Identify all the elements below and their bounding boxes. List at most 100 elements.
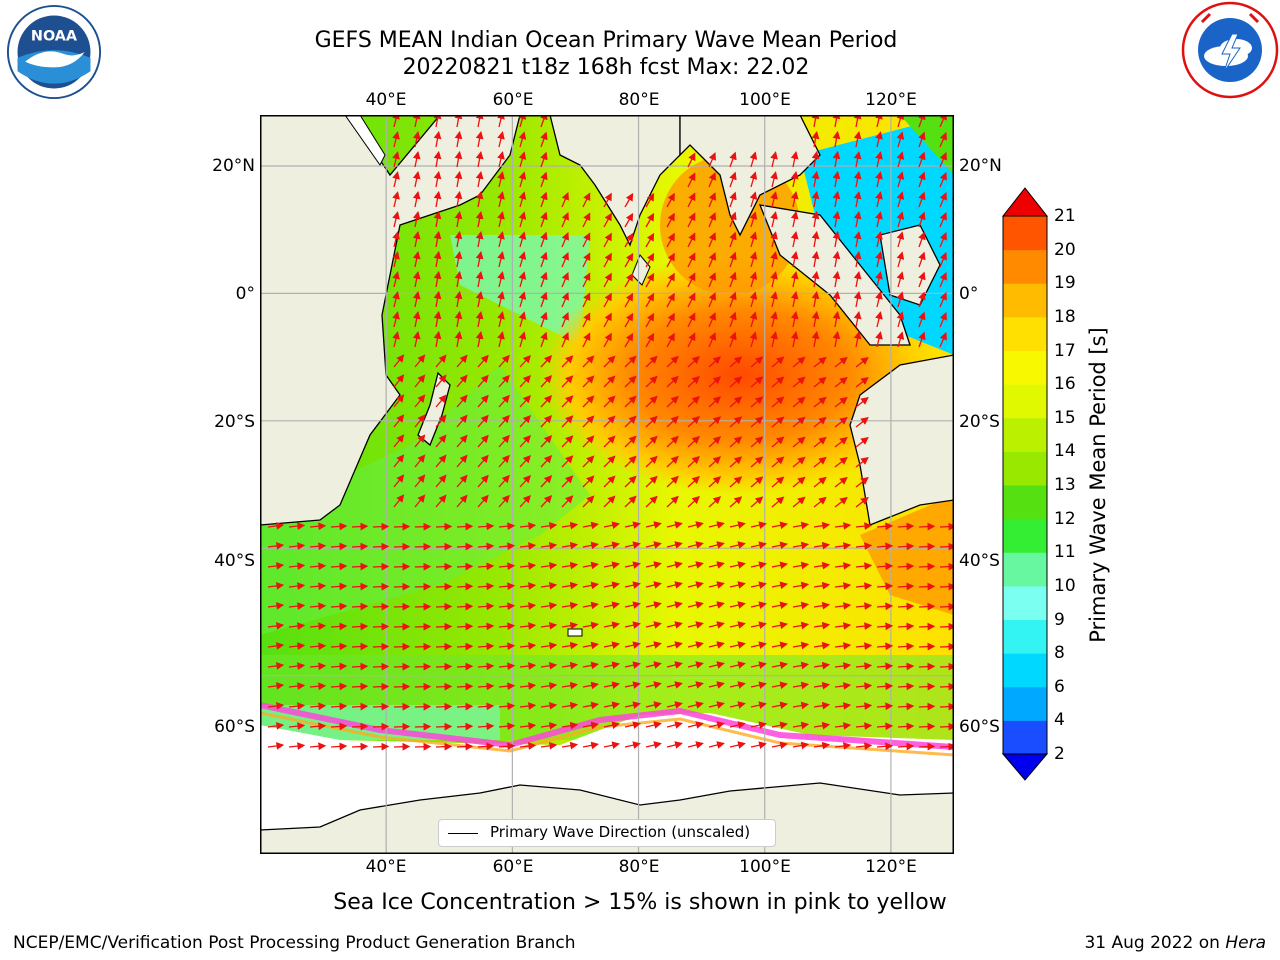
wave-direction-arrow bbox=[435, 434, 447, 448]
wave-direction-arrow bbox=[540, 415, 553, 428]
wave-direction-arrow bbox=[855, 437, 869, 448]
wave-direction-arrow bbox=[393, 702, 411, 711]
wave-direction-arrow bbox=[454, 270, 463, 288]
wave-direction-arrow bbox=[351, 642, 369, 651]
wave-direction-arrow bbox=[561, 415, 574, 428]
wave-direction-arrow bbox=[456, 582, 474, 591]
wave-direction-arrow bbox=[309, 542, 327, 551]
colorbar-tick-label: 4 bbox=[1054, 710, 1065, 731]
wave-direction-arrow bbox=[582, 252, 591, 268]
wave-direction-arrow bbox=[645, 581, 662, 589]
wave-direction-arrow bbox=[456, 434, 468, 448]
lon-label-bottom: 100°E bbox=[739, 857, 791, 877]
wave-direction-arrow bbox=[750, 581, 767, 590]
wave-direction-arrow bbox=[855, 477, 869, 488]
wave-direction-arrow bbox=[519, 454, 531, 468]
wave-direction-arrow bbox=[288, 742, 306, 750]
wave-direction-arrow bbox=[582, 541, 599, 550]
wave-direction-arrow bbox=[414, 434, 426, 448]
wave-direction-arrow bbox=[414, 722, 432, 731]
wave-direction-arrow bbox=[456, 642, 474, 651]
colorbar-tick-label: 15 bbox=[1054, 407, 1076, 428]
wave-direction-arrow bbox=[729, 601, 746, 609]
wave-direction-arrow bbox=[811, 270, 820, 288]
wave-direction-arrow bbox=[497, 151, 505, 168]
wave-direction-arrow bbox=[288, 662, 306, 670]
wave-direction-arrow bbox=[267, 722, 285, 730]
wave-direction-arrow bbox=[645, 741, 662, 749]
wave-direction-arrow bbox=[351, 742, 369, 751]
wave-direction-arrow bbox=[540, 455, 553, 468]
wave-direction-arrow bbox=[645, 541, 662, 549]
wave-direction-arrow bbox=[708, 396, 722, 408]
wave-direction-arrow bbox=[771, 721, 788, 730]
colorbar-segment bbox=[1003, 619, 1047, 654]
wave-direction-arrow bbox=[435, 682, 453, 691]
wave-direction-arrow bbox=[645, 312, 655, 328]
wave-direction-arrow bbox=[603, 455, 616, 468]
wave-direction-arrow bbox=[645, 435, 658, 448]
wave-direction-arrow bbox=[645, 661, 662, 669]
wave-direction-arrow bbox=[288, 682, 306, 690]
wave-direction-arrow bbox=[330, 722, 348, 731]
wave-direction-arrow bbox=[939, 602, 954, 611]
graticule bbox=[260, 115, 954, 854]
wave-direction-arrow bbox=[582, 435, 595, 448]
wave-direction-arrow bbox=[603, 741, 620, 750]
wave-direction-arrow bbox=[561, 495, 574, 508]
colorbar-segment bbox=[1003, 249, 1047, 284]
wave-direction-arrow bbox=[561, 521, 579, 530]
wave-direction-arrow bbox=[433, 290, 442, 308]
wave-direction-arrow bbox=[729, 211, 737, 228]
wave-direction-arrow bbox=[792, 376, 806, 388]
wave-direction-arrow bbox=[412, 211, 421, 228]
wave-direction-arrow bbox=[834, 456, 848, 468]
wave-direction-arrow bbox=[687, 601, 704, 609]
wave-direction-arrow bbox=[939, 312, 947, 328]
wave-direction-arrow bbox=[624, 741, 641, 749]
wave-direction-arrow bbox=[477, 702, 495, 711]
colorbar-segment bbox=[1003, 585, 1047, 620]
wave-direction-arrow bbox=[582, 741, 599, 750]
wave-direction-arrow bbox=[393, 394, 405, 408]
wave-direction-arrow bbox=[666, 495, 679, 508]
wave-direction-arrow bbox=[454, 250, 463, 268]
wave-direction-arrow bbox=[749, 291, 758, 308]
wave-direction-arrow bbox=[853, 115, 862, 128]
wave-direction-arrow bbox=[519, 414, 531, 428]
colorbar-segment bbox=[1003, 216, 1047, 251]
wave-direction-arrow bbox=[666, 641, 683, 649]
wave-direction-arrow bbox=[918, 602, 936, 611]
wave-direction-arrow bbox=[687, 521, 704, 529]
wave-direction-arrow bbox=[392, 331, 400, 348]
wave-direction-arrow bbox=[519, 494, 531, 508]
wave-direction-arrow bbox=[414, 562, 432, 571]
wave-direction-arrow bbox=[790, 211, 799, 228]
wave-direction-arrow bbox=[519, 702, 537, 710]
wave-direction-arrow bbox=[687, 355, 700, 368]
map-legend: Primary Wave Direction (unscaled) bbox=[438, 819, 776, 847]
wave-direction-arrow bbox=[790, 291, 799, 308]
wave-direction-arrow bbox=[456, 682, 474, 691]
wave-direction-arrow bbox=[729, 701, 746, 709]
wave-direction-arrow bbox=[792, 416, 806, 428]
wave-direction-arrow bbox=[708, 312, 716, 328]
wave-direction-arrow bbox=[875, 131, 883, 148]
wave-direction-arrow bbox=[477, 474, 489, 488]
wave-direction-arrow bbox=[582, 721, 599, 730]
wave-direction-arrow bbox=[414, 682, 432, 691]
wave-direction-arrow bbox=[582, 355, 595, 368]
lat-label-right: 20°S bbox=[959, 412, 1000, 432]
wave-direction-arrow bbox=[771, 396, 785, 408]
wave-direction-arrow bbox=[666, 435, 679, 448]
wave-direction-arrow bbox=[792, 581, 810, 590]
wave-direction-arrow bbox=[603, 355, 616, 368]
wave-direction-arrow bbox=[750, 376, 764, 388]
wave-direction-arrow bbox=[330, 542, 348, 551]
wave-direction-arrow bbox=[687, 561, 704, 569]
wave-direction-arrow bbox=[897, 562, 915, 571]
wave-direction-arrow bbox=[624, 395, 637, 408]
wave-direction-arrow bbox=[518, 115, 527, 128]
wave-direction-arrow bbox=[518, 291, 527, 308]
wave-direction-arrow bbox=[811, 150, 820, 168]
